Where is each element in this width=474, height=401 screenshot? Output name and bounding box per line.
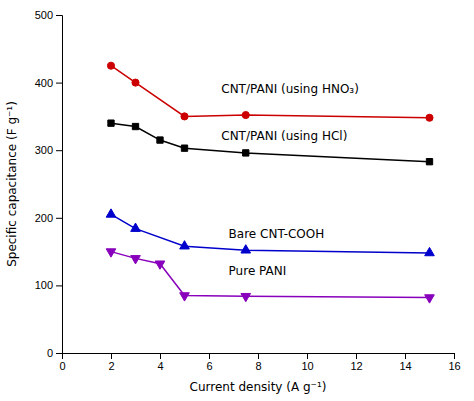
y-axis-title: Specific capacitance (F g⁻¹) [5,101,19,267]
x-tick-mark [356,353,357,359]
series-marker [107,62,114,69]
x-tick: 6 [206,353,212,372]
series-line [111,252,430,298]
x-axis-line [63,354,455,360]
x-tick-mark [160,353,161,359]
series-marker [157,137,163,143]
series-marker [106,209,116,217]
y-tick-mark [56,285,62,286]
y-tick-label: 200 [35,212,53,224]
x-tick-label: 16 [448,360,460,372]
series-marker [180,241,190,249]
y-axis-line [56,16,63,354]
series-marker [106,249,116,257]
series-marker [132,79,139,86]
series-marker [241,293,251,301]
series-marker [108,120,114,126]
annotations: CNT/PANI (using HNO₃) CNT/PANI (using HCl… [221,82,359,279]
x-tick-mark [209,353,210,359]
series-line [111,123,430,162]
series-marker [426,114,433,121]
plot-area [106,62,434,303]
x-tick-label: 0 [59,360,65,372]
y-tick: 200 [35,212,62,224]
x-tick-label: 10 [301,360,313,372]
x-axis: 0 2 4 6 8 10 12 14 16 [59,353,460,372]
x-tick: 10 [301,353,313,372]
annotation: CNT/PANI (using HCl) [221,129,347,143]
annotation: Bare CNT-COOH [229,227,325,241]
x-tick-mark [307,353,308,359]
y-tick: 0 [47,347,62,359]
y-tick-label: 300 [35,144,53,156]
annotation: Pure PANI [229,264,287,278]
series-marker [242,111,249,118]
series-marker [131,223,141,231]
y-tick-label: 100 [35,279,53,291]
y-tick-mark [56,150,62,151]
x-tick-label: 8 [255,360,261,372]
x-tick: 2 [108,353,114,372]
y-tick-mark [56,218,62,219]
series-marker [155,261,165,269]
y-tick-label: 500 [35,9,53,21]
x-tick-label: 14 [399,360,411,372]
x-axis-title: Current density (A g⁻¹) [190,380,327,394]
series-marker [241,245,251,253]
series-line [111,66,430,118]
series-marker [425,247,435,255]
y-tick-mark [56,83,62,84]
series-marker [425,295,435,303]
series-marker [132,123,138,129]
series-marker [426,159,432,165]
y-tick-label: 400 [35,77,53,89]
y-tick-label: 0 [47,347,53,359]
x-tick: 8 [255,353,261,372]
y-tick: 400 [35,77,62,89]
series-marker [131,256,141,264]
annotation: CNT/PANI (using HNO₃) [221,82,359,96]
y-tick: 500 [35,9,62,21]
series-marker [243,150,249,156]
y-axis: 0 100 200 300 400 500 [35,9,63,359]
x-tick-mark [405,353,406,359]
x-tick: 0 [59,353,65,372]
x-tick: 16 [448,353,460,372]
x-tick: 12 [350,353,362,372]
chart: 0 2 4 6 8 10 12 14 16 0 100 200 300 400 500 Current den… [0,0,474,401]
series-marker [181,145,187,151]
x-tick-mark [454,353,455,359]
x-tick-mark [111,353,112,359]
x-tick-mark [258,353,259,359]
series-line [111,214,430,253]
x-tick-label: 6 [206,360,212,372]
x-tick: 14 [399,353,411,372]
x-tick: 4 [157,353,163,372]
y-tick: 100 [35,279,62,291]
y-tick-mark [56,15,62,16]
y-tick: 300 [35,144,62,156]
y-tick-mark [56,353,62,354]
series-marker [180,293,190,301]
series-marker [181,113,188,120]
x-tick-label: 12 [350,360,362,372]
x-tick-label: 2 [108,360,114,372]
x-tick-label: 4 [157,360,163,372]
